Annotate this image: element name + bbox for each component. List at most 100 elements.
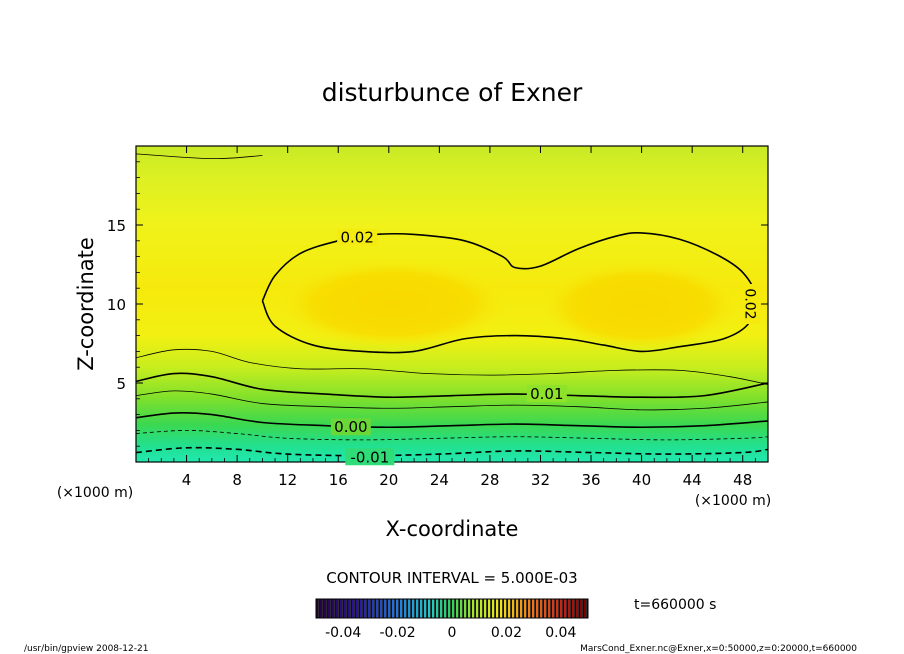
time-label: t=660000 s [634, 597, 716, 613]
colorbar-stripe [412, 599, 415, 618]
colorbar-stripe [364, 599, 367, 618]
colorbar-stripe [348, 599, 351, 618]
colorbar-stripe [504, 599, 507, 618]
colorbar-tick-label: 0.04 [545, 625, 576, 641]
colorbar-gap [550, 599, 552, 618]
colorbar-stripe [552, 599, 555, 618]
contour-line [136, 429, 768, 441]
colorbar-gap [574, 599, 576, 618]
colorbar-stripe [540, 599, 543, 618]
chart-title-group: disturbunce of Exner [322, 78, 583, 107]
colorbar-gap [558, 599, 560, 618]
colorbar-gap [522, 599, 524, 618]
colorbar-gap [562, 599, 564, 618]
colorbar-gap [486, 599, 488, 618]
contour-labels: 0.02 0.02 0.01 0.00 -0.01 [330, 228, 760, 466]
colorbar-gap [546, 599, 548, 618]
colorbar-stripe [332, 599, 335, 618]
colorbar-gap [410, 599, 412, 618]
colorbar-gap [534, 599, 536, 618]
contour-line [136, 153, 263, 160]
colorbar-stripe [520, 599, 523, 618]
colorbar-stripe [528, 599, 531, 618]
x-tick-label: 4 [182, 471, 192, 489]
colorbar-gap [374, 599, 376, 618]
contour-line [261, 231, 757, 354]
colorbar-gap [462, 599, 464, 618]
colorbar-gap [586, 599, 588, 618]
colorbar-stripe [316, 599, 319, 618]
colorbar-stripe [564, 599, 567, 618]
x-tick-label: 8 [232, 471, 242, 489]
contour-label-bg [526, 385, 567, 403]
contour-label-group: 0.02 [741, 284, 760, 324]
colorbar-gap [342, 599, 344, 618]
colorbar-stripe [328, 599, 331, 618]
contour-line [136, 372, 768, 399]
colorbar-gap [506, 599, 508, 618]
colorbar-stripe [448, 599, 451, 618]
chart-title: disturbunce of Exner [322, 78, 583, 107]
colorbar-stripe [388, 599, 391, 618]
colorbar-frame [315, 598, 589, 619]
contour-line [136, 412, 768, 429]
colorbar-stripe [516, 599, 519, 618]
colorbar-tick-label: -0.02 [379, 625, 415, 641]
colorbar-stripe [556, 599, 559, 618]
colorbar-gap [578, 599, 580, 618]
colorbar-gap [446, 599, 448, 618]
x-tick-label: 32 [531, 471, 550, 489]
colorbar-gap [470, 599, 472, 618]
colorbar-stripe [512, 599, 515, 618]
colorbar-tick-labels: -0.04 -0.02 0 0.02 0.04 [325, 625, 576, 641]
colorbar-stripe [340, 599, 343, 618]
colorbar-stripe [468, 599, 471, 618]
colorbar-stripe [424, 599, 427, 618]
colorbar-gap [566, 599, 568, 618]
colorbar-stripe [400, 599, 403, 618]
colorbar-tick-label: 0.02 [491, 625, 522, 641]
colorbar-gap [414, 599, 416, 618]
colorbar-stripe [492, 599, 495, 618]
x-unit-right: (×1000 m) [695, 493, 771, 509]
x-tick-label: 48 [733, 471, 752, 489]
y-tick-label: 15 [107, 217, 126, 235]
colorbar-stripe [440, 599, 443, 618]
colorbar-gap [386, 599, 388, 618]
colorbar-stripe [320, 599, 323, 618]
colorbar-stripe [404, 599, 407, 618]
x-tick-label: 24 [430, 471, 449, 489]
contour-label: -0.01 [350, 448, 389, 466]
colorbar-gap [334, 599, 336, 618]
colorbar-stripe [408, 599, 411, 618]
x-tick-label: 40 [632, 471, 651, 489]
colorbar-gap [426, 599, 428, 618]
colorbar-gap [402, 599, 404, 618]
colorbar-gap [438, 599, 440, 618]
contour-lines [136, 153, 768, 457]
colorbar-stripe [572, 599, 575, 618]
colorbar-stripe [560, 599, 563, 618]
colorbar-gap [538, 599, 540, 618]
colorbar-gap [474, 599, 476, 618]
colorbar-stripe [376, 599, 379, 618]
colorbar-gap [406, 599, 408, 618]
colorbar-gap [330, 599, 332, 618]
colorbar-stripe [352, 599, 355, 618]
contour-label: 0.01 [530, 385, 563, 403]
colorbar-gap [450, 599, 452, 618]
x-tick-label: 36 [581, 471, 600, 489]
y-axis-label: Z-coordinate [74, 237, 98, 371]
colorbar-gap [322, 599, 324, 618]
colorbar-stripe [452, 599, 455, 618]
colorbar-gap [514, 599, 516, 618]
colorbar-stripe [472, 599, 475, 618]
x-tick-label: 44 [683, 471, 702, 489]
colorbar-stripe [368, 599, 371, 618]
colorbar-gap [346, 599, 348, 618]
colorbar-stripe [544, 599, 547, 618]
x-tick-label: 20 [379, 471, 398, 489]
colorbar-gap [434, 599, 436, 618]
colorbar-gap [394, 599, 396, 618]
